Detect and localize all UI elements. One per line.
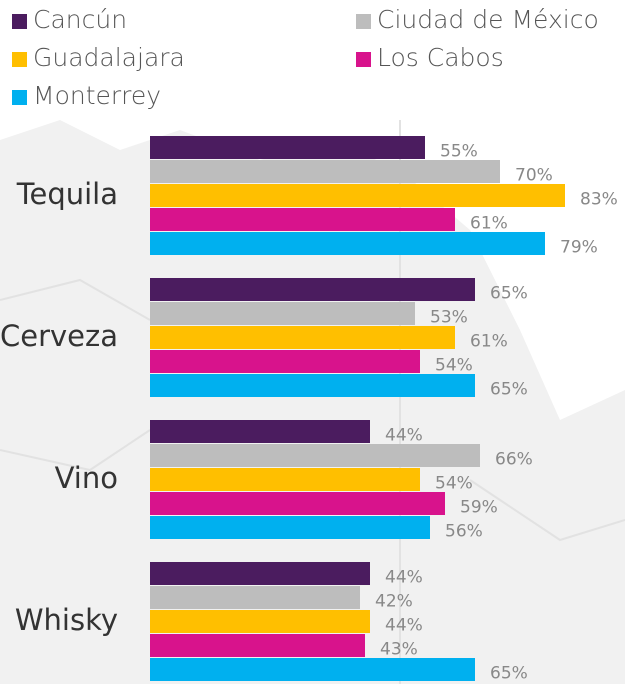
bar: [150, 326, 455, 349]
legend-swatch: [356, 14, 371, 29]
legend-label: Los Cabos: [377, 43, 504, 72]
category-label: Cerveza: [0, 319, 118, 353]
legend-swatch: [12, 52, 27, 67]
bar: [150, 302, 415, 325]
value-label: 56%: [445, 522, 483, 542]
value-label: 55%: [440, 142, 478, 162]
bar: [150, 350, 420, 373]
value-label: 83%: [580, 190, 618, 210]
value-label: 65%: [490, 284, 528, 304]
value-label: 53%: [430, 308, 468, 328]
value-label: 65%: [490, 380, 528, 400]
bar: [150, 634, 365, 657]
legend-label: Guadalajara: [33, 43, 185, 72]
value-label: 43%: [380, 640, 418, 660]
value-label: 44%: [385, 568, 423, 588]
map-background: [0, 120, 625, 684]
bar: [150, 374, 475, 397]
value-label: 44%: [385, 616, 423, 636]
category-label: Vino: [55, 461, 118, 495]
legend-swatch: [356, 52, 371, 67]
legend-label: Monterrey: [33, 81, 161, 110]
value-label: 79%: [560, 238, 598, 258]
category-label: Whisky: [15, 603, 118, 637]
value-label: 66%: [495, 450, 533, 470]
bar: [150, 562, 370, 585]
bar: [150, 184, 565, 207]
bar: [150, 160, 500, 183]
legend-label: Ciudad de México: [377, 5, 599, 34]
bar: [150, 658, 475, 681]
bar: [150, 232, 545, 255]
bar: [150, 468, 420, 491]
bar: [150, 516, 430, 539]
value-label: 44%: [385, 426, 423, 446]
bar: [150, 208, 455, 231]
bar: [150, 444, 480, 467]
value-label: 42%: [375, 592, 413, 612]
legend-swatch: [12, 14, 27, 29]
value-label: 54%: [435, 474, 473, 494]
bar: [150, 586, 360, 609]
legend-label: Cancún: [33, 5, 127, 34]
value-label: 65%: [490, 664, 528, 684]
value-label: 61%: [470, 332, 508, 352]
value-label: 59%: [460, 498, 498, 518]
map-outline: [0, 120, 625, 684]
category-label: Tequila: [16, 177, 118, 211]
bar: [150, 420, 370, 443]
value-label: 54%: [435, 356, 473, 376]
value-label: 70%: [515, 166, 553, 186]
bar: [150, 136, 425, 159]
bar: [150, 610, 370, 633]
legend-swatch: [12, 90, 27, 105]
value-label: 61%: [470, 214, 508, 234]
bar: [150, 278, 475, 301]
bar: [150, 492, 445, 515]
